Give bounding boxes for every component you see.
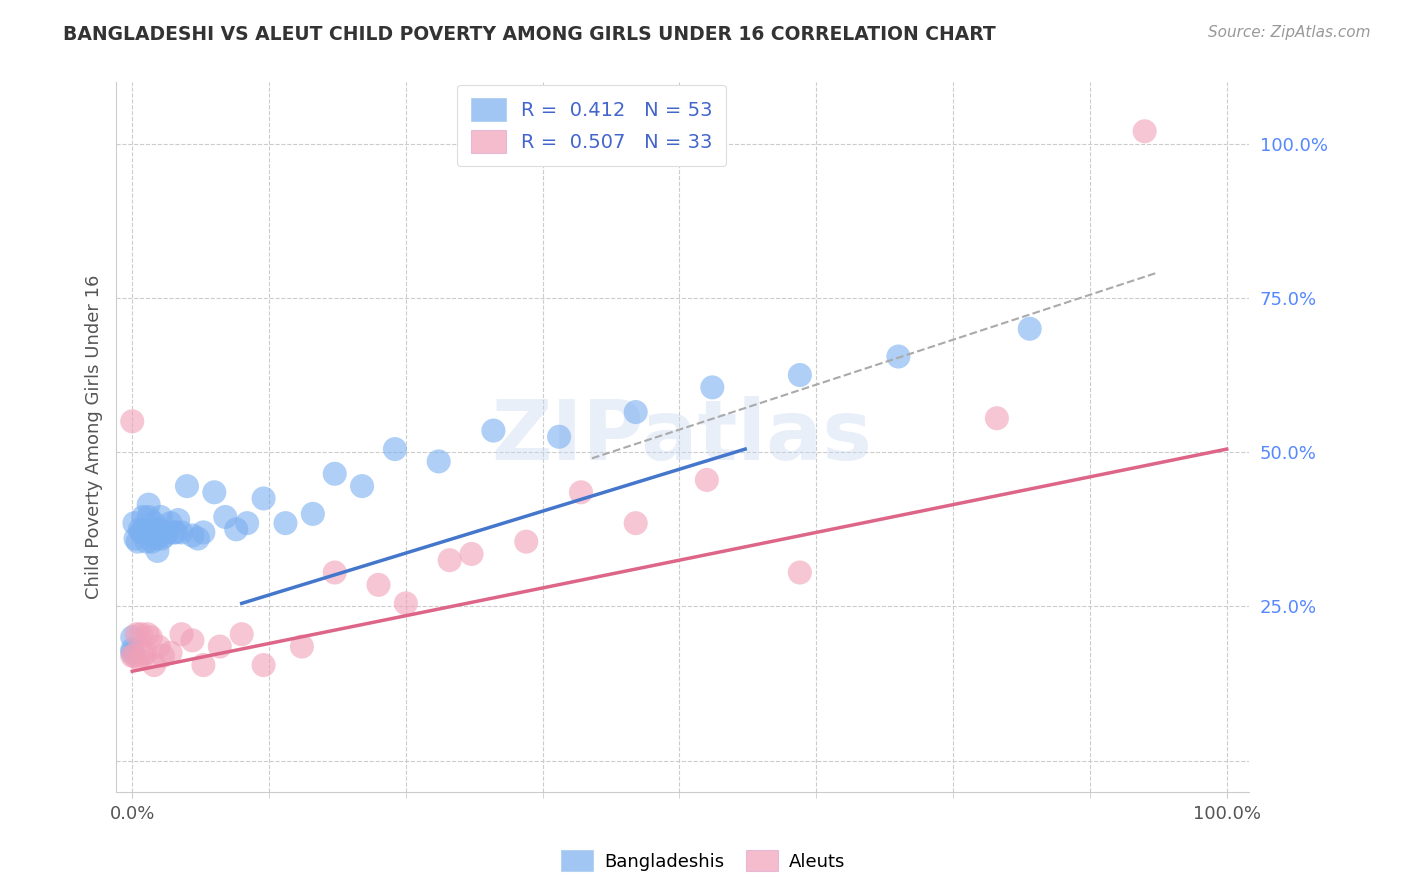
Point bbox=[135, 534, 157, 549]
Point bbox=[291, 640, 314, 654]
Point bbox=[138, 498, 160, 512]
Point bbox=[323, 566, 346, 580]
Point bbox=[129, 525, 152, 540]
Point bbox=[323, 467, 346, 481]
Point bbox=[129, 522, 152, 536]
Point bbox=[439, 553, 461, 567]
Point bbox=[146, 544, 169, 558]
Point bbox=[181, 528, 204, 542]
Point bbox=[789, 566, 811, 580]
Point bbox=[789, 368, 811, 382]
Point bbox=[624, 405, 647, 419]
Point bbox=[1018, 322, 1040, 336]
Point bbox=[139, 525, 162, 540]
Point bbox=[132, 510, 155, 524]
Point bbox=[138, 510, 160, 524]
Point bbox=[193, 525, 215, 540]
Point bbox=[170, 627, 193, 641]
Point bbox=[252, 658, 274, 673]
Point bbox=[427, 454, 450, 468]
Point bbox=[301, 507, 323, 521]
Point bbox=[159, 516, 181, 530]
Point bbox=[145, 532, 167, 546]
Point bbox=[181, 633, 204, 648]
Point bbox=[132, 522, 155, 536]
Point bbox=[134, 646, 156, 660]
Y-axis label: Child Poverty Among Girls Under 16: Child Poverty Among Girls Under 16 bbox=[86, 275, 103, 599]
Point bbox=[124, 648, 146, 663]
Text: BANGLADESHI VS ALEUT CHILD POVERTY AMONG GIRLS UNDER 16 CORRELATION CHART: BANGLADESHI VS ALEUT CHILD POVERTY AMONG… bbox=[63, 25, 995, 44]
Point bbox=[515, 534, 537, 549]
Point bbox=[986, 411, 1008, 425]
Point bbox=[187, 532, 209, 546]
Text: Source: ZipAtlas.com: Source: ZipAtlas.com bbox=[1208, 25, 1371, 40]
Point bbox=[121, 630, 143, 644]
Point bbox=[149, 522, 172, 536]
Point bbox=[121, 646, 143, 660]
Point bbox=[121, 642, 143, 657]
Point bbox=[202, 485, 225, 500]
Point bbox=[352, 479, 374, 493]
Point bbox=[125, 627, 148, 641]
Point bbox=[482, 424, 505, 438]
Point bbox=[159, 646, 181, 660]
Point bbox=[252, 491, 274, 506]
Point bbox=[1133, 124, 1156, 138]
Legend: R =  0.412   N = 53, R =  0.507   N = 33: R = 0.412 N = 53, R = 0.507 N = 33 bbox=[457, 85, 727, 167]
Point bbox=[134, 525, 156, 540]
Point bbox=[124, 532, 146, 546]
Point bbox=[384, 442, 406, 456]
Point bbox=[163, 525, 186, 540]
Text: ZIPatlas: ZIPatlas bbox=[492, 396, 873, 477]
Point bbox=[569, 485, 592, 500]
Point bbox=[167, 513, 190, 527]
Point bbox=[136, 627, 159, 641]
Point bbox=[149, 510, 172, 524]
Point bbox=[143, 516, 166, 530]
Point bbox=[236, 516, 259, 530]
Point bbox=[702, 380, 724, 394]
Point bbox=[274, 516, 297, 530]
Point bbox=[548, 430, 571, 444]
Point bbox=[208, 640, 231, 654]
Point bbox=[132, 648, 155, 663]
Point bbox=[231, 627, 253, 641]
Point bbox=[139, 630, 162, 644]
Point bbox=[142, 522, 165, 536]
Legend: Bangladeshis, Aleuts: Bangladeshis, Aleuts bbox=[554, 843, 852, 879]
Point bbox=[156, 525, 179, 540]
Point bbox=[124, 516, 146, 530]
Point bbox=[165, 525, 187, 540]
Point bbox=[141, 534, 163, 549]
Point bbox=[367, 578, 389, 592]
Point bbox=[143, 528, 166, 542]
Point bbox=[176, 479, 198, 493]
Point bbox=[153, 528, 176, 542]
Point bbox=[148, 640, 170, 654]
Point bbox=[150, 532, 173, 546]
Point bbox=[193, 658, 215, 673]
Point bbox=[143, 658, 166, 673]
Point bbox=[121, 414, 143, 428]
Point bbox=[225, 522, 247, 536]
Point bbox=[624, 516, 647, 530]
Point bbox=[214, 510, 236, 524]
Point bbox=[128, 652, 150, 666]
Point bbox=[696, 473, 718, 487]
Point bbox=[460, 547, 482, 561]
Point bbox=[170, 525, 193, 540]
Point bbox=[127, 534, 149, 549]
Point bbox=[129, 627, 152, 641]
Point bbox=[887, 350, 910, 364]
Point bbox=[152, 648, 174, 663]
Point bbox=[121, 648, 143, 663]
Point bbox=[395, 596, 418, 610]
